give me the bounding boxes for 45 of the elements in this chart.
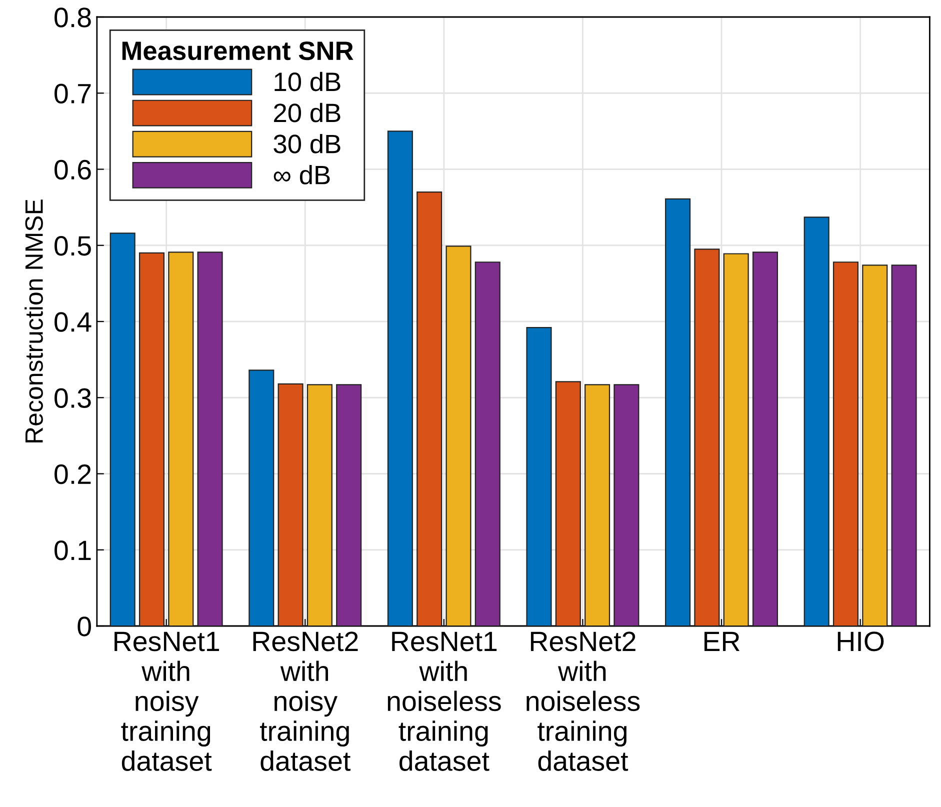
legend-label: ∞ dB (274, 165, 330, 184)
bar (584, 384, 610, 626)
bar (278, 383, 304, 626)
bar (555, 381, 581, 626)
y-tick-label: 0.8 (54, 8, 91, 28)
bar (526, 327, 552, 626)
x-tick-label: ResNet1 with noiseless training dataset (388, 632, 501, 771)
bar (110, 232, 136, 626)
y-tick-label: 0.6 (54, 160, 91, 180)
y-tick-label: 0.5 (54, 236, 91, 256)
bar (306, 384, 332, 626)
y-tick-label: 0.7 (54, 84, 91, 104)
y-tick-label: 0.4 (54, 312, 92, 332)
bar (248, 370, 274, 626)
bar (387, 130, 413, 626)
bar (416, 192, 442, 626)
bar (138, 252, 165, 626)
bar (832, 262, 859, 626)
legend-label: 10 dB (274, 72, 340, 92)
y-tick-label: 0 (78, 616, 91, 636)
y-tick-label: 0.2 (54, 464, 91, 484)
bar (804, 216, 830, 626)
bar (891, 264, 917, 626)
bar (752, 252, 778, 626)
bar (336, 384, 362, 626)
legend-label: 30 dB (274, 134, 340, 154)
x-tick-label: HIO (838, 632, 884, 652)
bar (862, 264, 888, 626)
x-tick-label: ResNet2 with noisy training dataset (253, 632, 358, 771)
bar (614, 384, 640, 626)
x-tick-label: ER (704, 632, 740, 651)
bar (474, 262, 500, 626)
bar (168, 252, 194, 626)
y-axis-title: Reconstruction NMSE (24, 200, 43, 442)
bar (694, 248, 720, 626)
bar (197, 252, 223, 626)
bar (446, 246, 472, 626)
legend-title: Measurement SNR (122, 41, 354, 60)
y-tick-label: 0.3 (54, 388, 91, 408)
x-tick-label: ResNet2 with noiseless training dataset (526, 632, 640, 771)
bar (723, 253, 749, 626)
x-tick-label: ResNet1 with noisy training dataset (114, 632, 220, 771)
legend-label: 20 dB (274, 102, 340, 122)
y-tick-label: 0.1 (54, 540, 91, 560)
bar (665, 198, 691, 626)
